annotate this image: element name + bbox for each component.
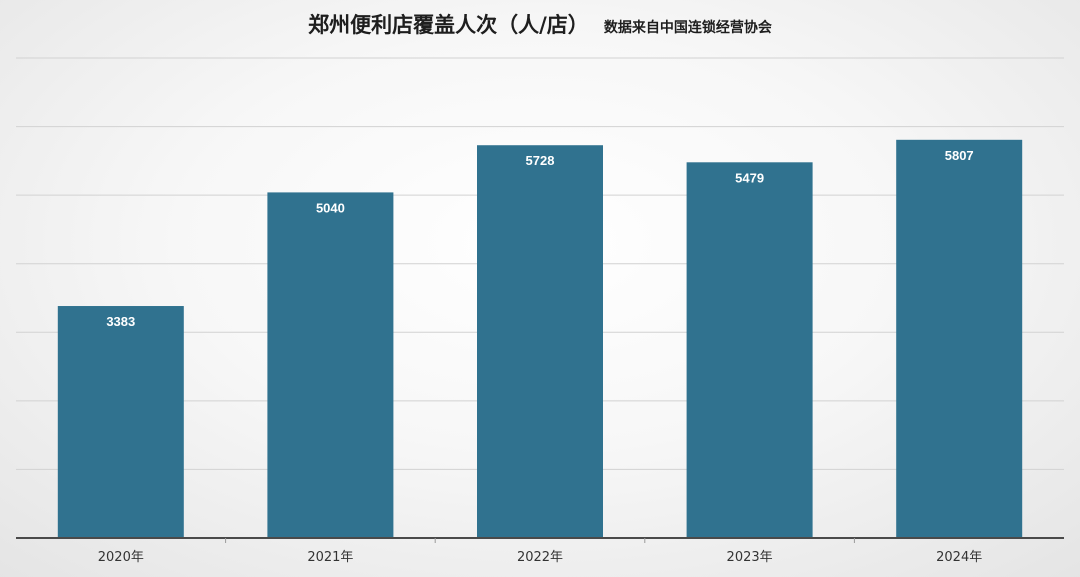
- bar-2020年: [57, 306, 184, 538]
- bar-2023年: [686, 162, 813, 538]
- data-label-2021年: 5040: [316, 200, 345, 215]
- x-tick-label-2021年: 2021年: [307, 550, 353, 565]
- bar-2021年: [267, 192, 394, 538]
- bar-2022年: [477, 145, 603, 539]
- data-labels: 3383 5040 5728 5479 5807: [106, 148, 973, 329]
- bars: [57, 139, 1023, 539]
- data-label-2022年: 5728: [526, 153, 555, 168]
- data-label-2024年: 5807: [945, 148, 974, 163]
- data-label-2023年: 5479: [735, 170, 764, 185]
- x-axis-ticks: 2020年 2021年 2022年 2023年 2024年: [98, 538, 982, 565]
- bar-2024年: [896, 139, 1023, 538]
- chart-subtitle: 数据来自中国连锁经营协会: [604, 19, 773, 36]
- x-tick-label-2023年: 2023年: [727, 550, 773, 565]
- data-label-2020年: 3383: [106, 314, 135, 329]
- x-tick-label-2020年: 2020年: [98, 550, 144, 565]
- chart-title-group: 郑州便利店覆盖人次（人/店） 数据来自中国连锁经营协会: [308, 13, 773, 37]
- x-tick-label-2022年: 2022年: [517, 550, 563, 565]
- chart-title: 郑州便利店覆盖人次（人/店）: [308, 13, 589, 37]
- x-tick-label-2024年: 2024年: [936, 550, 982, 565]
